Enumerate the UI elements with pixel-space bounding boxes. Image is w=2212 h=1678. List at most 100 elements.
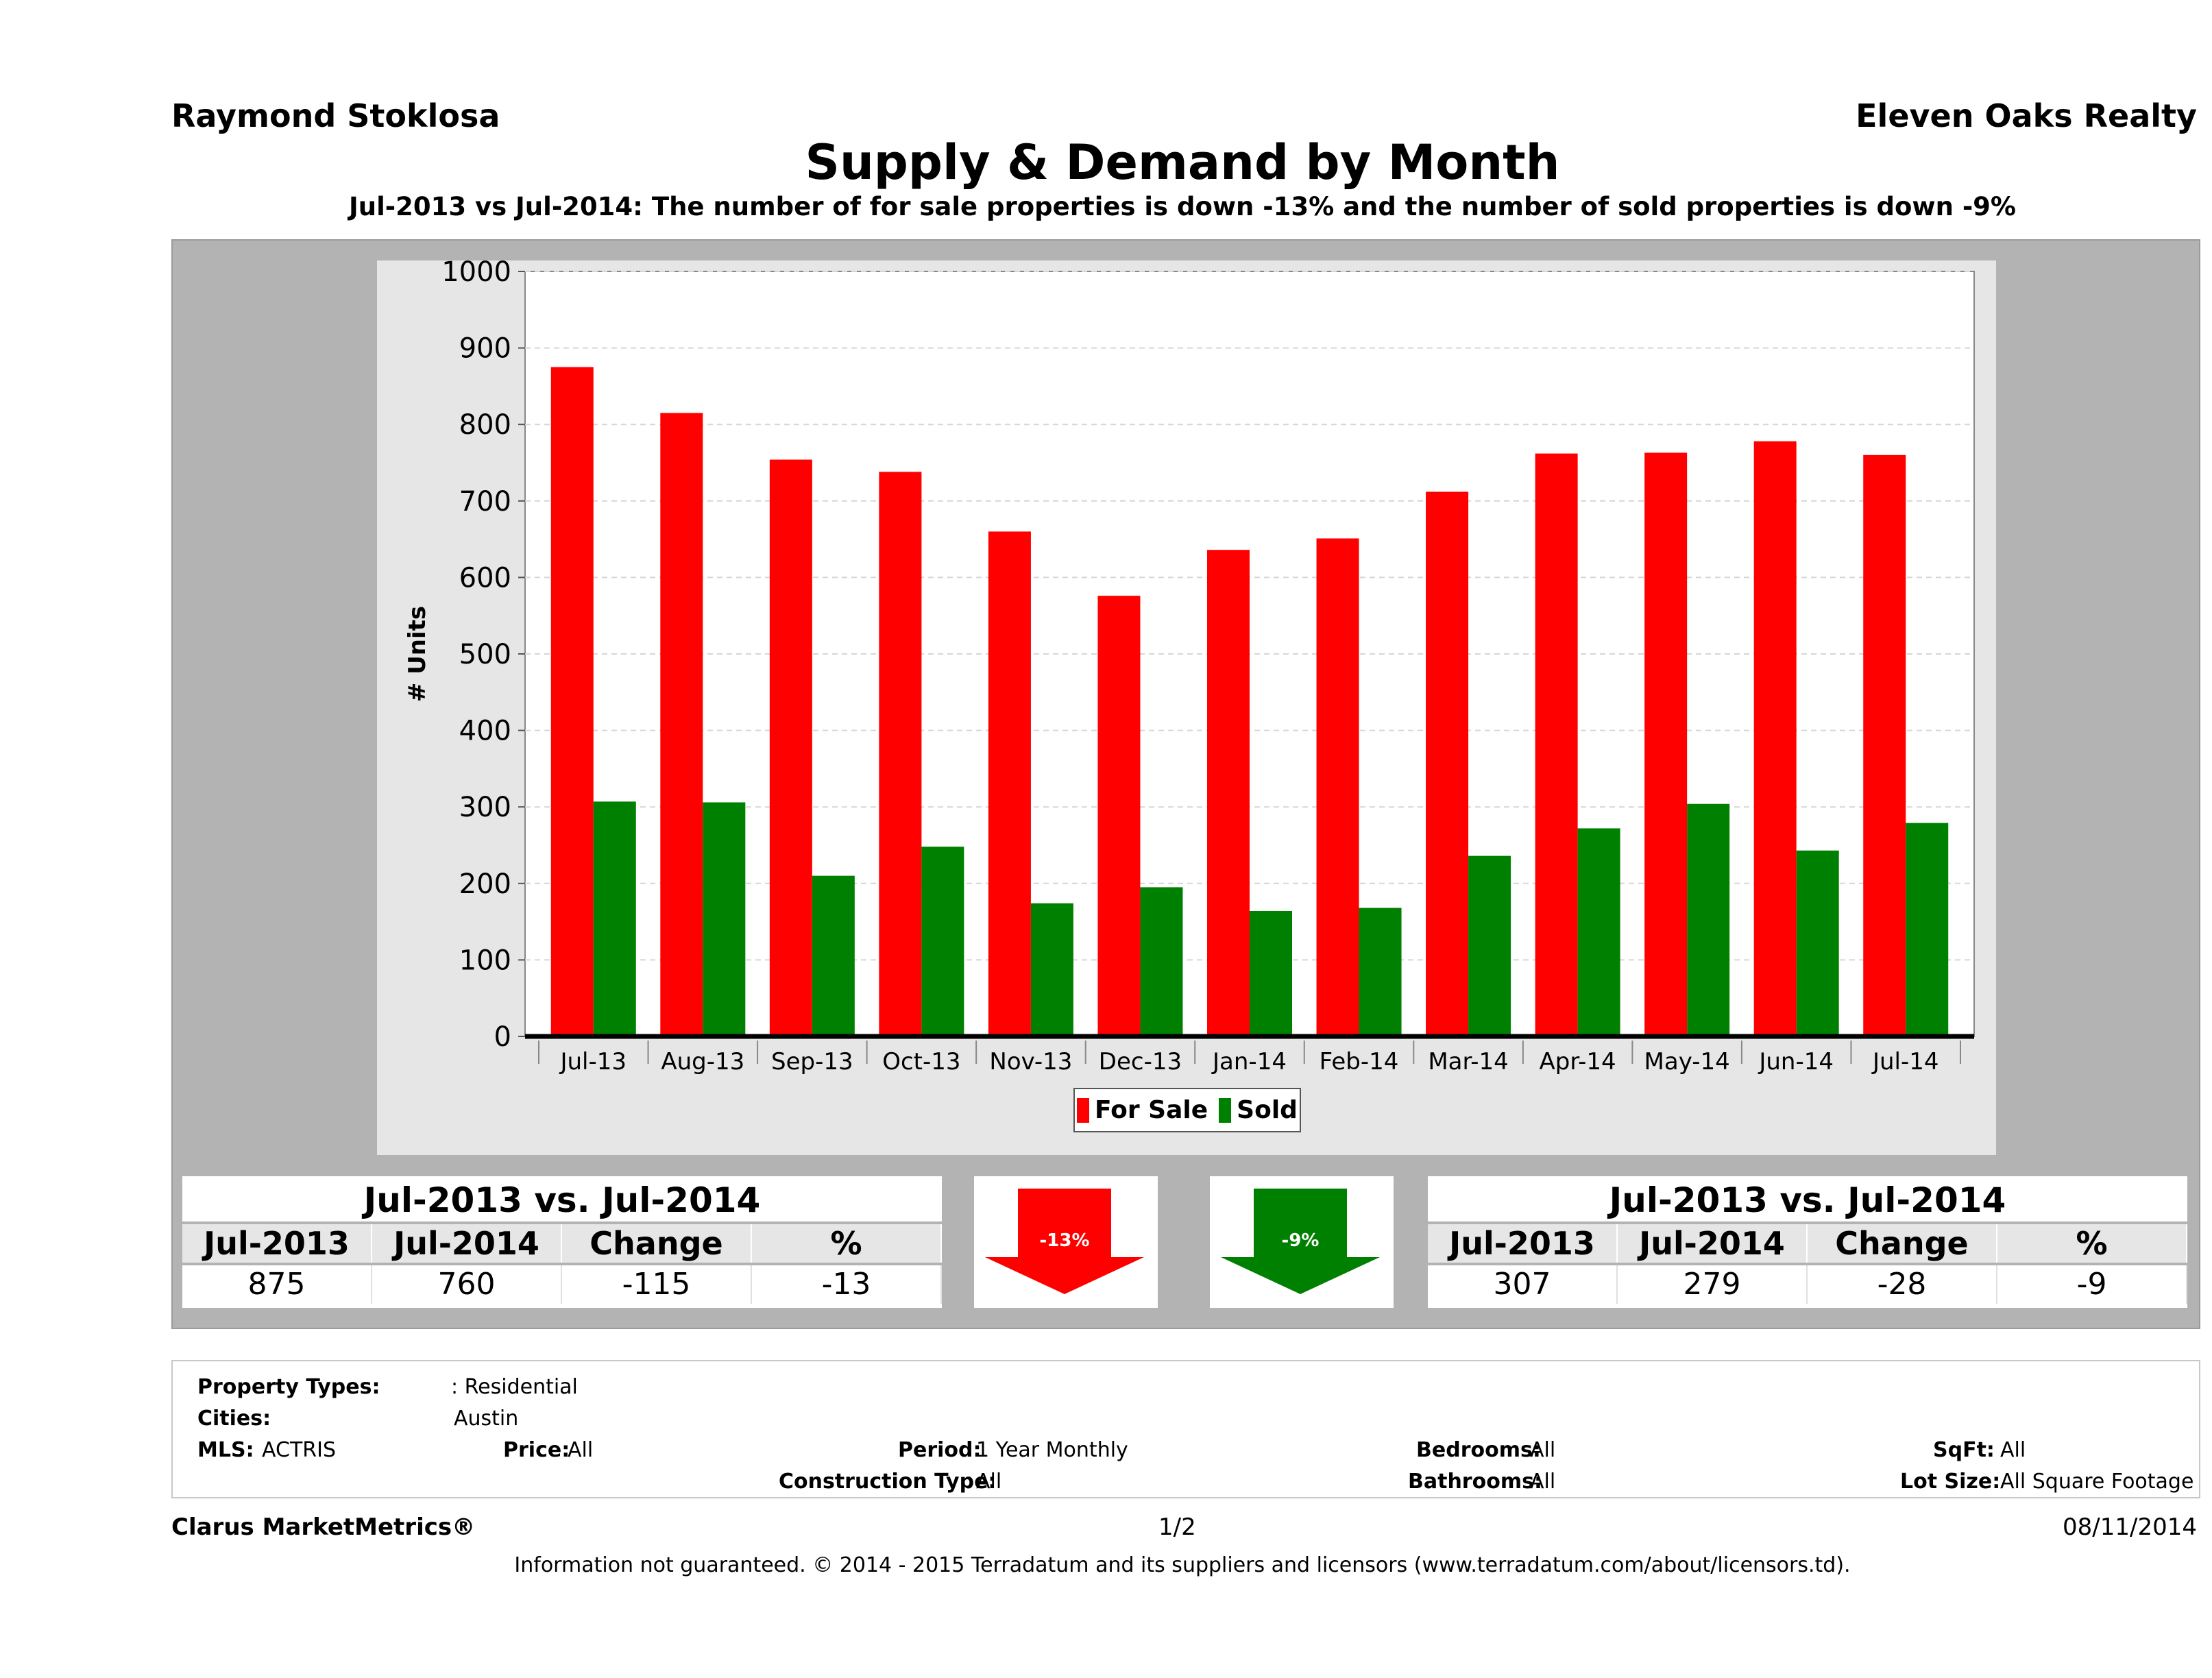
value-cell: 875	[182, 1265, 372, 1304]
mls-label: MLS:	[197, 1438, 254, 1462]
lot-size-value: All Square Footage	[2000, 1470, 2194, 1494]
legend-swatch-sold	[1219, 1097, 1232, 1123]
x-tick-label: Jul-13	[559, 1048, 627, 1075]
x-tick-label: Mar-14	[1428, 1048, 1509, 1075]
chart-subtitle: Jul-2013 vs Jul-2014: The number of for …	[349, 192, 2016, 221]
x-tick-label: Aug-13	[661, 1048, 744, 1075]
cities-label: Cities:	[197, 1407, 271, 1431]
value-cell: 760	[372, 1265, 562, 1304]
bar-sold	[703, 802, 746, 1036]
for-sale-change-indicator: -13%	[974, 1176, 1158, 1308]
agent-name: Raymond Stoklosa	[171, 97, 500, 134]
down-arrow-icon: -13%	[985, 1189, 1144, 1294]
x-tick-label: Jun-14	[1758, 1048, 1834, 1075]
y-tick-label: 900	[459, 333, 511, 365]
y-tick-label: 600	[459, 562, 511, 594]
down-arrow-icon: -9%	[1221, 1189, 1380, 1294]
y-tick-label: 400	[459, 716, 511, 747]
bar-for-sale	[1535, 453, 1578, 1036]
bar-sold	[1359, 908, 1402, 1036]
for-sale-summary-title: Jul-2013 vs. Jul-2014	[363, 1180, 761, 1220]
header-cell: Change	[1808, 1224, 1997, 1263]
x-tick-label: Dec-13	[1099, 1048, 1182, 1075]
bathrooms-value: All	[1530, 1470, 1556, 1494]
sqft-value: All	[2000, 1438, 2026, 1462]
y-tick-label: 200	[459, 868, 511, 900]
bar-sold	[812, 875, 855, 1036]
value-cell: -13	[752, 1265, 942, 1304]
y-tick-label: 0	[494, 1021, 511, 1053]
sqft-label: SqFt:	[1933, 1438, 1995, 1462]
bar-for-sale	[988, 531, 1031, 1036]
bar-sold	[1906, 823, 1949, 1036]
value-cell: -115	[562, 1265, 752, 1304]
footer-brand: Clarus MarketMetrics®	[171, 1513, 476, 1541]
property-types-label: Property Types:	[197, 1375, 380, 1399]
y-tick-label: 800	[459, 409, 511, 441]
value-cell: 307	[1428, 1265, 1618, 1304]
bar-for-sale	[1207, 550, 1250, 1036]
legend-label-sold: Sold	[1237, 1096, 1298, 1124]
x-tick-label: Apr-14	[1540, 1048, 1616, 1075]
company-name: Eleven Oaks Realty	[1856, 97, 2197, 134]
bar-for-sale	[769, 459, 812, 1036]
bar-for-sale	[1753, 441, 1797, 1036]
cities-value: Austin	[454, 1407, 519, 1431]
construction-type-label: Construction Type:	[779, 1470, 997, 1494]
y-tick-label: 100	[459, 945, 511, 976]
value-cell: 279	[1618, 1265, 1808, 1304]
chart-legend: For Sale Sold	[1073, 1088, 1301, 1132]
bar-for-sale	[550, 367, 594, 1036]
header-cell: Jul-2014	[1618, 1224, 1808, 1263]
y-tick-label: 700	[459, 486, 511, 518]
x-tick-label: Jul-14	[1871, 1048, 1939, 1075]
bar-for-sale	[1426, 491, 1469, 1036]
report-date: 08/11/2014	[2063, 1513, 2197, 1541]
y-tick-label: 500	[459, 639, 511, 670]
for-sale-summary-header: Jul-2013 Jul-2014 Change %	[182, 1221, 942, 1265]
y-tick-label: 300	[459, 792, 511, 823]
bar-sold	[1796, 850, 1839, 1036]
bedrooms-value: All	[1530, 1438, 1556, 1462]
header-cell: Jul-2013	[182, 1224, 372, 1263]
y-tick-label: 1000	[441, 256, 511, 288]
page-number: 1/2	[1158, 1513, 1196, 1541]
bar-sold	[1577, 828, 1620, 1036]
value-cell: -28	[1808, 1265, 1997, 1304]
x-tick-label: Oct-13	[882, 1048, 960, 1075]
bar-for-sale	[660, 413, 703, 1036]
bathrooms-label: Bathrooms:	[1408, 1470, 1542, 1494]
legend-swatch-for-sale	[1077, 1097, 1090, 1123]
sold-summary-row: 307 279 -28 -9	[1428, 1265, 2187, 1304]
mls-value: ACTRIS	[262, 1438, 337, 1462]
x-tick-label: Nov-13	[989, 1048, 1072, 1075]
bar-sold	[1030, 903, 1073, 1036]
x-tick-label: Sep-13	[771, 1048, 853, 1075]
bar-sold	[1468, 855, 1511, 1036]
legend-item-sold: Sold	[1219, 1096, 1298, 1124]
legend-item-for-sale: For Sale	[1077, 1096, 1208, 1124]
bar-for-sale	[1097, 596, 1141, 1036]
bar-for-sale	[1863, 454, 1906, 1036]
sold-change-label: -9%	[1282, 1230, 1320, 1251]
sold-summary-title: Jul-2013 vs. Jul-2014	[1609, 1180, 2006, 1220]
x-tick-label: Feb-14	[1320, 1048, 1399, 1075]
y-axis-label: # Units	[404, 606, 431, 702]
value-cell: -9	[1997, 1265, 2187, 1304]
header-cell: %	[752, 1224, 942, 1263]
price-value: All	[568, 1438, 594, 1462]
header-cell: Change	[562, 1224, 752, 1263]
for-sale-change-label: -13%	[1039, 1230, 1089, 1251]
disclaimer: Information not guaranteed. © 2014 - 201…	[514, 1553, 1851, 1577]
for-sale-summary-table: Jul-2013 vs. Jul-2014 Jul-2013 Jul-2014 …	[182, 1176, 942, 1308]
bar-sold	[921, 847, 964, 1036]
header-cell: Jul-2014	[372, 1224, 562, 1263]
bar-sold	[1140, 887, 1183, 1036]
period-value: 1 Year Monthly	[976, 1438, 1128, 1462]
x-tick-label: May-14	[1644, 1048, 1730, 1075]
bar-chart: 0 100 200 300 400 500 600 700 800 900 1000 # Units J…	[404, 256, 1975, 1075]
bar-sold	[593, 801, 636, 1036]
sold-change-indicator: -9%	[1210, 1176, 1394, 1308]
bar-for-sale	[1316, 538, 1359, 1036]
chart-title: Supply & Demand by Month	[805, 134, 1560, 191]
